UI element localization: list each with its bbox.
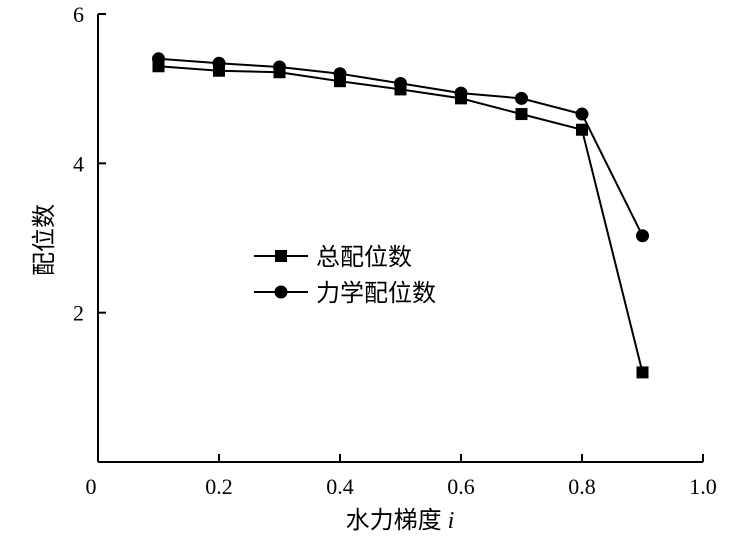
- series-layer: [152, 52, 649, 379]
- circle-marker: [575, 107, 589, 121]
- y-ticks: 2 4 6: [73, 2, 106, 326]
- x-tick-label: 0.8: [568, 474, 596, 499]
- y-axis-title: 配位数: [30, 204, 58, 276]
- legend-square-marker: [275, 250, 287, 262]
- legend-label: 总配位数: [316, 243, 412, 271]
- circle-marker: [273, 60, 286, 74]
- circle-marker: [636, 229, 649, 243]
- series-1: [152, 60, 649, 379]
- x-tick-label: 0.4: [326, 474, 354, 499]
- x-tick-label: 1.0: [689, 474, 717, 499]
- legend-item: 总配位数: [254, 243, 412, 271]
- circle-marker: [212, 56, 226, 70]
- square-marker: [636, 366, 649, 379]
- legend-circle-marker: [274, 285, 288, 299]
- x-tick-label: 0: [86, 474, 97, 499]
- x-tick-label: 0.2: [205, 474, 233, 499]
- x-axis-title: 水力梯度 i: [346, 506, 455, 534]
- square-marker: [576, 123, 588, 136]
- circle-marker: [515, 91, 528, 105]
- x-ticks: 0 0.2 0.4 0.6 0.8 1.0: [86, 454, 717, 499]
- circle-marker: [394, 76, 407, 90]
- circle-marker: [333, 67, 347, 81]
- y-tick-label: 6: [73, 2, 84, 27]
- square-marker: [515, 108, 528, 121]
- square-marker: [152, 60, 165, 73]
- x-axis-title-text: 水力梯度: [346, 506, 442, 534]
- series-line: [158, 65, 644, 373]
- circle-marker: [152, 52, 165, 66]
- y-tick-label: 2: [73, 301, 84, 326]
- series-2: [152, 52, 649, 243]
- circle-marker: [454, 86, 468, 100]
- x-axis-variable: i: [448, 508, 455, 534]
- legend-item: 力学配位数: [254, 279, 436, 307]
- x-tick-label: 0.6: [447, 474, 475, 499]
- legend-label: 力学配位数: [316, 279, 436, 307]
- y-tick-label: 4: [73, 151, 84, 176]
